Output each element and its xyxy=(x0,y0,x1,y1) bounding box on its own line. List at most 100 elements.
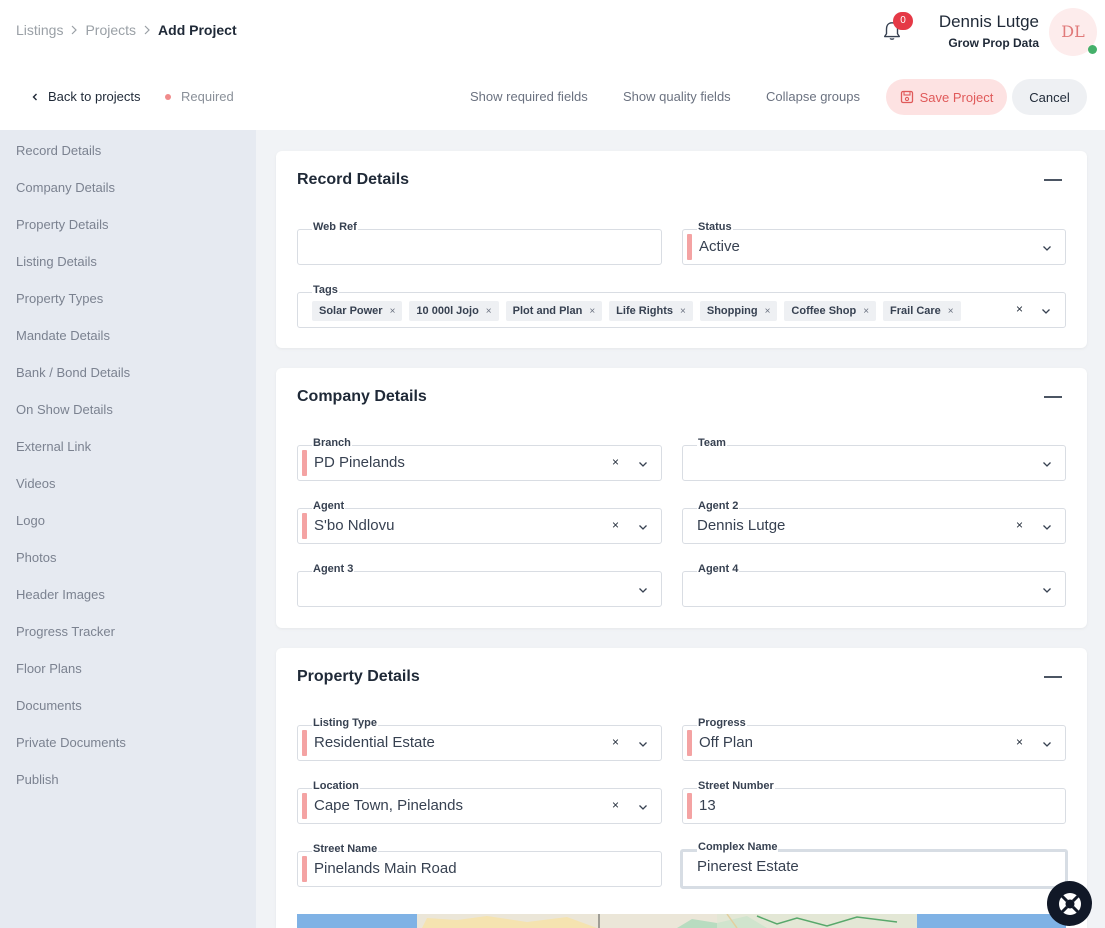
company-details-title: Company Details xyxy=(297,388,427,405)
tag-chip: Life Rights × xyxy=(609,301,693,321)
cancel-button[interactable]: Cancel xyxy=(1012,79,1087,115)
clear-listing-type-icon[interactable]: × xyxy=(612,735,620,749)
sidebar-item-private-documents[interactable]: Private Documents xyxy=(16,735,126,750)
agent-3-select[interactable]: Agent 3 xyxy=(297,562,662,607)
required-indicator xyxy=(687,730,692,756)
remove-tag-icon[interactable]: × xyxy=(863,305,870,317)
chevron-down-icon[interactable] xyxy=(1040,305,1052,317)
agent-2-value: Dennis Lutge xyxy=(697,517,786,534)
required-indicator xyxy=(687,793,692,819)
chevron-down-icon[interactable] xyxy=(1041,458,1053,470)
save-icon xyxy=(900,90,913,104)
online-status-dot xyxy=(1088,45,1097,54)
sidebar-item-photos[interactable]: Photos xyxy=(16,550,57,565)
remove-tag-icon[interactable]: × xyxy=(389,305,396,317)
chevron-down-icon[interactable] xyxy=(1041,738,1053,750)
tag-text: Life Rights xyxy=(616,305,674,317)
status-label: Status xyxy=(697,220,733,234)
sidebar-item-record-details[interactable]: Record Details xyxy=(16,143,102,158)
clear-location-icon[interactable]: × xyxy=(612,798,620,812)
show-quality-fields-button[interactable]: Show quality fields xyxy=(623,89,731,104)
tag-text: 10 000l Jojo xyxy=(416,305,479,317)
tags-label: Tags xyxy=(312,283,339,297)
agent-4-label: Agent 4 xyxy=(697,562,740,576)
chevron-down-icon[interactable] xyxy=(637,458,649,470)
chevron-down-icon[interactable] xyxy=(637,738,649,750)
progress-select[interactable]: Progress Off Plan × xyxy=(682,716,1066,761)
property-details-card: Property Details Listing Type Residentia… xyxy=(276,648,1087,928)
remove-tag-icon[interactable]: × xyxy=(680,305,686,317)
chevron-right-icon xyxy=(144,25,150,35)
back-to-projects-link[interactable]: Back to projects xyxy=(30,89,141,104)
street-number-label: Street Number xyxy=(697,779,775,793)
chevron-down-icon[interactable] xyxy=(1041,521,1053,533)
agent-3-label: Agent 3 xyxy=(312,562,355,576)
agent-2-select[interactable]: Agent 2 Dennis Lutge × xyxy=(682,499,1066,544)
sidebar-item-header-images[interactable]: Header Images xyxy=(16,587,105,602)
chevron-down-icon[interactable] xyxy=(637,521,649,533)
sidebar-item-progress-tracker[interactable]: Progress Tracker xyxy=(16,624,115,639)
clear-agent-icon[interactable]: × xyxy=(612,518,620,532)
user-org: Grow Prop Data xyxy=(948,36,1039,50)
chevron-down-icon[interactable] xyxy=(637,801,649,813)
sidebar-item-videos[interactable]: Videos xyxy=(16,476,56,491)
collapse-record-details-button[interactable] xyxy=(1044,179,1062,181)
status-value: Active xyxy=(699,238,740,255)
clear-agent-2-icon[interactable]: × xyxy=(1016,518,1024,532)
breadcrumb-listings[interactable]: Listings xyxy=(16,22,64,38)
sidebar-item-bank-bond-details[interactable]: Bank / Bond Details xyxy=(16,365,131,380)
location-select[interactable]: Location Cape Town, Pinelands × xyxy=(297,779,662,824)
save-project-button[interactable]: Save Project xyxy=(886,79,1007,115)
remove-tag-icon[interactable]: × xyxy=(764,305,771,317)
tag-chip: Shopping × xyxy=(699,301,778,321)
agent-4-select[interactable]: Agent 4 xyxy=(682,562,1066,607)
sidebar-item-company-details[interactable]: Company Details xyxy=(16,180,115,195)
remove-tag-icon[interactable]: × xyxy=(589,305,596,317)
web-ref-field[interactable]: Web Ref xyxy=(297,220,662,265)
clear-tags-icon[interactable]: × xyxy=(1016,302,1024,316)
sidebar-item-documents[interactable]: Documents xyxy=(16,698,82,713)
sidebar-item-floor-plans[interactable]: Floor Plans xyxy=(16,661,82,676)
branch-select[interactable]: Branch PD Pinelands × xyxy=(297,436,662,481)
tag-chip: Coffee Shop × xyxy=(784,301,877,321)
sidebar-item-logo[interactable]: Logo xyxy=(16,513,45,528)
map-image xyxy=(297,914,1066,928)
listing-type-value: Residential Estate xyxy=(314,734,435,751)
listing-type-select[interactable]: Listing Type Residential Estate × xyxy=(297,716,662,761)
tags-multiselect[interactable]: Tags Solar Power × 10 000l Jojo × Plot and… xyxy=(297,283,1066,328)
location-map[interactable] xyxy=(297,914,1066,928)
show-required-fields-button[interactable]: Show required fields xyxy=(470,89,588,104)
collapse-company-details-button[interactable] xyxy=(1044,396,1062,398)
team-select[interactable]: Team xyxy=(682,436,1066,481)
clear-branch-icon[interactable]: × xyxy=(612,455,620,469)
chevron-down-icon[interactable] xyxy=(1041,242,1053,254)
agent-select[interactable]: Agent S'bo Ndlovu × xyxy=(297,499,662,544)
required-indicator xyxy=(302,793,307,819)
agent-label: Agent xyxy=(312,499,346,513)
help-button[interactable] xyxy=(1047,881,1092,926)
chevron-down-icon[interactable] xyxy=(1041,584,1053,596)
sidebar-item-property-types[interactable]: Property Types xyxy=(16,291,104,306)
sidebar-item-publish[interactable]: Publish xyxy=(16,772,59,787)
collapse-groups-button[interactable]: Collapse groups xyxy=(766,89,860,104)
user-name[interactable]: Dennis Lutge xyxy=(938,12,1039,31)
complex-name-input[interactable]: Complex Name Pinerest Estate xyxy=(680,840,1068,889)
clear-progress-icon[interactable]: × xyxy=(1016,735,1024,749)
street-name-input[interactable]: Street Name Pinelands Main Road xyxy=(297,842,662,887)
street-number-input[interactable]: Street Number 13 xyxy=(682,779,1066,824)
sidebar-item-mandate-details[interactable]: Mandate Details xyxy=(16,328,110,343)
status-select[interactable]: Status Active xyxy=(682,220,1066,265)
remove-tag-icon[interactable]: × xyxy=(485,305,492,317)
chevron-down-icon[interactable] xyxy=(637,584,649,596)
tag-text: Frail Care xyxy=(890,305,941,317)
remove-tag-icon[interactable]: × xyxy=(947,305,954,317)
sidebar-item-on-show-details[interactable]: On Show Details xyxy=(16,402,113,417)
collapse-property-details-button[interactable] xyxy=(1044,676,1062,678)
chevron-left-icon xyxy=(32,93,37,100)
sidebar-item-property-details[interactable]: Property Details xyxy=(16,217,109,232)
breadcrumb-projects[interactable]: Projects xyxy=(85,22,137,38)
avatar[interactable]: DL xyxy=(1049,8,1097,56)
sidebar-item-external-link[interactable]: External Link xyxy=(16,439,92,454)
sidebar-item-listing-details[interactable]: Listing Details xyxy=(16,254,97,269)
required-indicator xyxy=(302,730,307,756)
